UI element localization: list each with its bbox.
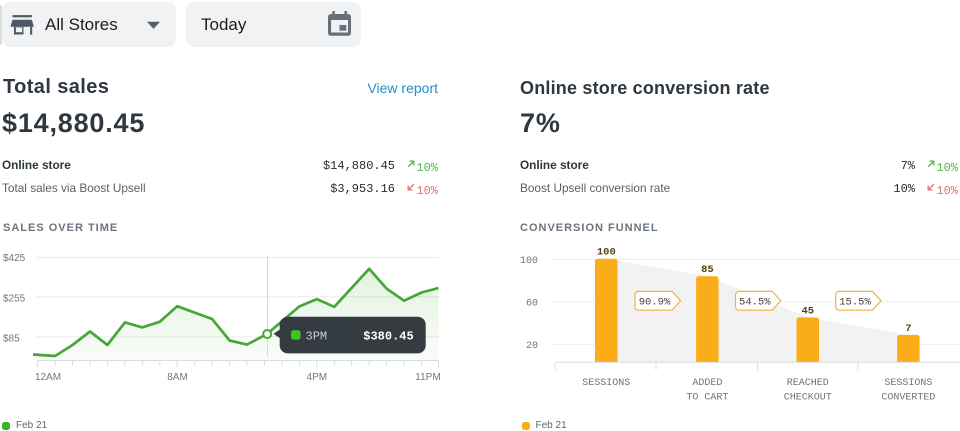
svg-text:4PM: 4PM (307, 372, 328, 383)
svg-text:15.5%: 15.5% (839, 297, 871, 309)
svg-text:TO CART: TO CART (686, 393, 728, 404)
svg-text:60: 60 (526, 299, 538, 310)
svg-text:ADDED: ADDED (692, 378, 722, 389)
svg-text:54.5%: 54.5% (739, 297, 771, 309)
svg-text:SESSIONS: SESSIONS (582, 378, 630, 389)
svg-text:100: 100 (597, 247, 616, 259)
svg-text:12AM: 12AM (35, 372, 61, 383)
svg-text:$425: $425 (3, 253, 26, 264)
svg-text:20: 20 (526, 341, 538, 352)
svg-text:3PM: 3PM (306, 330, 328, 344)
svg-text:11PM: 11PM (415, 372, 440, 383)
svg-text:45: 45 (801, 305, 814, 317)
svg-text:$85: $85 (3, 333, 20, 344)
svg-text:8AM: 8AM (167, 372, 188, 383)
svg-text:$380.45: $380.45 (363, 330, 413, 344)
svg-text:CHECKOUT: CHECKOUT (784, 393, 832, 404)
svg-text:7: 7 (905, 323, 911, 335)
svg-text:100: 100 (520, 256, 538, 267)
svg-text:90.9%: 90.9% (639, 297, 671, 309)
svg-text:CONVERTED: CONVERTED (881, 393, 935, 404)
svg-text:REACHED: REACHED (787, 378, 829, 389)
svg-text:SESSIONS: SESSIONS (884, 378, 932, 389)
svg-text:85: 85 (701, 264, 714, 276)
svg-text:$255: $255 (3, 293, 26, 304)
